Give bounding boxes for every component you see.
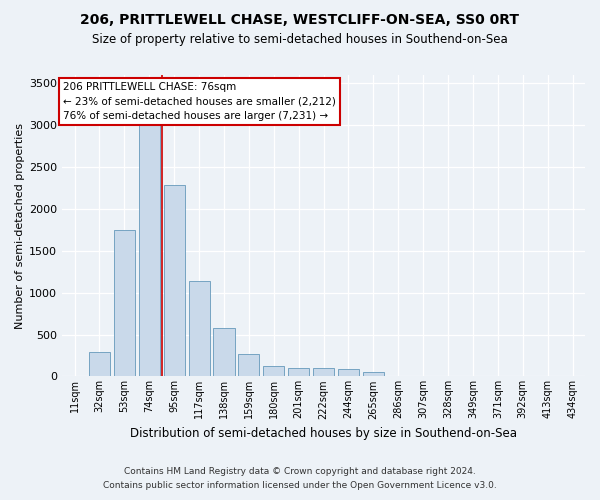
Bar	[238, 354, 259, 376]
Bar	[338, 370, 359, 376]
Bar	[263, 366, 284, 376]
Bar	[214, 328, 235, 376]
Text: 206, PRITTLEWELL CHASE, WESTCLIFF-ON-SEA, SS0 0RT: 206, PRITTLEWELL CHASE, WESTCLIFF-ON-SEA…	[80, 12, 520, 26]
Text: Size of property relative to semi-detached houses in Southend-on-Sea: Size of property relative to semi-detach…	[92, 32, 508, 46]
Bar	[313, 368, 334, 376]
Bar	[89, 352, 110, 376]
Bar	[139, 92, 160, 377]
Bar	[188, 281, 209, 376]
Text: Contains HM Land Registry data © Crown copyright and database right 2024.: Contains HM Land Registry data © Crown c…	[124, 467, 476, 476]
Bar	[164, 184, 185, 376]
Bar	[114, 230, 135, 376]
Bar	[363, 372, 384, 376]
Text: Contains public sector information licensed under the Open Government Licence v3: Contains public sector information licen…	[103, 481, 497, 490]
Bar	[288, 368, 309, 376]
Text: 206 PRITTLEWELL CHASE: 76sqm
← 23% of semi-detached houses are smaller (2,212)
7: 206 PRITTLEWELL CHASE: 76sqm ← 23% of se…	[64, 82, 336, 122]
X-axis label: Distribution of semi-detached houses by size in Southend-on-Sea: Distribution of semi-detached houses by …	[130, 427, 517, 440]
Y-axis label: Number of semi-detached properties: Number of semi-detached properties	[15, 122, 25, 328]
